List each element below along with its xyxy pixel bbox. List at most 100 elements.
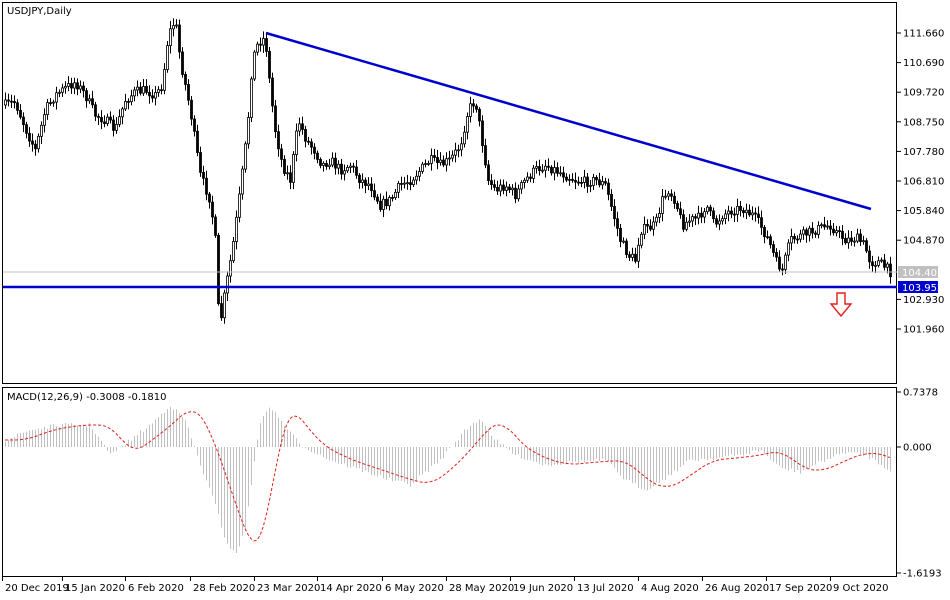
candle-body	[751, 212, 754, 216]
candle-body	[295, 130, 298, 155]
candle-body	[187, 84, 190, 101]
candle-body	[859, 233, 862, 243]
candle-body	[196, 130, 199, 153]
candle-body	[883, 259, 886, 268]
candle-body	[889, 263, 892, 278]
candle-body	[319, 158, 322, 166]
candle-body	[505, 186, 508, 191]
candle-body	[769, 236, 772, 246]
candle-body	[331, 157, 334, 166]
candle-body	[370, 183, 373, 192]
candle-body	[736, 205, 739, 215]
macd-axis-label: 0.7378	[903, 388, 938, 399]
candle-body	[61, 87, 64, 93]
candle-body	[487, 164, 490, 182]
price-axis-label: 108.750	[903, 117, 944, 128]
candle-body	[460, 143, 463, 151]
candle-body	[160, 89, 163, 92]
candle-body	[610, 194, 613, 207]
candle-body	[364, 179, 367, 186]
candle-body	[493, 184, 496, 188]
candle-body	[31, 140, 34, 145]
candle-body	[343, 170, 346, 175]
time-axis-label: 6 May 2020	[385, 583, 444, 594]
candle-body	[109, 116, 112, 121]
candle-body	[601, 181, 604, 186]
candle-body	[262, 38, 265, 46]
candle-body	[67, 83, 70, 87]
candle-body	[100, 117, 103, 123]
candle-body	[508, 186, 511, 191]
candle-body	[658, 213, 661, 218]
candle-body	[481, 120, 484, 147]
candle-body	[604, 181, 607, 184]
time-axis-label: 19 Jun 2020	[513, 583, 573, 594]
candle-body	[490, 180, 493, 186]
candle-body	[103, 121, 106, 124]
candle-body	[415, 175, 418, 181]
candle-body	[673, 195, 676, 204]
candle-body	[622, 240, 625, 243]
candle-body	[148, 91, 151, 97]
price-axis-label: 110.690	[903, 58, 944, 69]
candle-body	[193, 118, 196, 132]
candle-body	[559, 172, 562, 175]
candle-body	[124, 100, 127, 110]
candle-body	[163, 69, 166, 91]
candle-body	[781, 268, 784, 271]
candle-body	[265, 38, 268, 52]
candle-body	[796, 238, 799, 241]
price-axis-label: 109.720	[903, 88, 944, 99]
candle-body	[793, 236, 796, 240]
macd-signal-line	[5, 411, 891, 542]
candle-body	[340, 163, 343, 175]
candle-body	[55, 92, 58, 103]
candle-body	[433, 155, 436, 158]
candle-body	[37, 135, 40, 150]
candle-body	[700, 212, 703, 218]
candle-body	[349, 165, 352, 168]
candle-body	[256, 43, 259, 53]
candle-body	[577, 181, 580, 184]
candle-body	[169, 28, 172, 46]
candle-body	[814, 232, 817, 235]
candle-body	[607, 182, 610, 195]
candle-body	[40, 124, 43, 137]
candle-body	[583, 176, 586, 183]
candle-body	[358, 174, 361, 183]
candle-body	[190, 99, 193, 120]
candle-body	[43, 114, 46, 126]
candle-body	[325, 162, 328, 167]
candle-body	[457, 149, 460, 152]
candle-body	[427, 162, 430, 165]
candle-body	[484, 145, 487, 166]
candle-body	[640, 233, 643, 246]
candle-body	[649, 225, 652, 230]
candle-body	[853, 240, 856, 243]
candle-body	[259, 43, 262, 46]
candle-body	[70, 83, 73, 89]
candle-body	[247, 117, 250, 145]
candle-body	[121, 108, 124, 118]
candle-body	[202, 171, 205, 179]
candle-body	[337, 163, 340, 169]
candle-body	[226, 275, 229, 294]
price-axis-label: 105.840	[903, 206, 944, 217]
candle-body	[721, 218, 724, 222]
candle-body	[271, 77, 274, 107]
support-price-value: 103.952	[902, 283, 943, 294]
candle-body	[592, 176, 595, 186]
price-axis-label: 102.930	[903, 295, 944, 306]
candle-body	[313, 146, 316, 154]
candle-body	[229, 260, 232, 277]
candle-body	[868, 250, 871, 263]
candle-body	[847, 237, 850, 244]
candle-body	[523, 179, 526, 183]
candle-body	[787, 242, 790, 256]
current-price-label: 104.403	[898, 266, 943, 279]
candle-body	[556, 167, 559, 174]
candle-body	[733, 213, 736, 216]
candle-body	[118, 116, 121, 125]
candle-body	[829, 225, 832, 230]
